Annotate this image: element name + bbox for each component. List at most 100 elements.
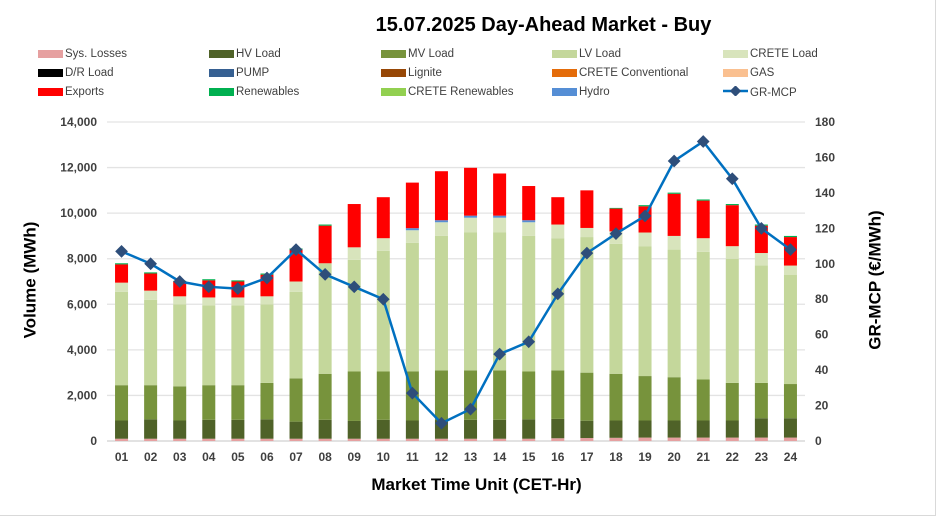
x-tick-label: 06: [260, 450, 274, 464]
bar-segment-mv-load: [696, 379, 710, 421]
x-tick-label: 10: [377, 450, 391, 464]
bar-segment-lv-load: [434, 235, 448, 371]
bar-segment-exports: [405, 182, 419, 229]
bar-segment-crete-load: [405, 230, 419, 243]
bar-segment-exports: [464, 167, 478, 216]
bar-segment-sys-losses: [464, 438, 478, 441]
legend-swatch: [552, 69, 577, 77]
bar-segment-hv-load: [667, 420, 681, 438]
x-tick-label: 21: [697, 450, 711, 464]
x-tick-label: 22: [726, 450, 740, 464]
bar-segment-exports: [609, 208, 623, 232]
bar-segment-sys-losses: [318, 438, 332, 441]
bar-segment-exports: [725, 205, 739, 247]
bar-segment-sys-losses: [522, 438, 536, 441]
bar-segment-mv-load: [522, 371, 536, 420]
x-tick-label: 18: [609, 450, 623, 464]
bar-segment-renewables: [638, 205, 652, 207]
bar-segment-exports: [551, 197, 565, 225]
mcp-point: [406, 386, 419, 400]
y2-tick-label: 120: [815, 221, 835, 235]
legend-swatch: [381, 50, 406, 58]
legend-swatch: [38, 88, 63, 96]
x-tick-label: 11: [406, 450, 419, 464]
bar-segment-lv-load: [289, 291, 303, 379]
bar-segment-exports: [115, 264, 129, 283]
bar-segment-lv-load: [725, 258, 739, 383]
bar-segment-sys-losses: [434, 438, 448, 441]
x-tick-label: 08: [318, 450, 332, 464]
bar-segment-crete-load: [783, 265, 797, 275]
x-tick-label: 09: [348, 450, 362, 464]
bar-segment-mv-load: [725, 382, 739, 421]
bar-segment-renewables: [144, 272, 158, 274]
bar-segment-lv-load: [638, 246, 652, 377]
bar-segment-hv-load: [376, 419, 390, 439]
legend-item: CRETE Renewables: [381, 86, 513, 98]
bar-segment-hv-load: [318, 419, 332, 439]
bar-segment-lv-load: [173, 304, 187, 387]
bar-segment-sys-losses: [376, 438, 390, 441]
bar-segment-crete-load: [493, 217, 507, 233]
bar-segment-lv-load: [609, 243, 623, 374]
bar-segment-mv-load: [144, 385, 158, 420]
bar-segment-hydro: [522, 220, 536, 223]
bar-segment-mv-load: [289, 378, 303, 422]
legend-swatch: [38, 50, 63, 58]
bar-segment-lv-load: [696, 251, 710, 380]
mcp-point: [376, 292, 390, 306]
x-tick-label: 12: [435, 450, 449, 464]
y2-tick-label: 60: [815, 328, 829, 342]
legend-item: Sys. Losses: [38, 48, 127, 60]
bar-segment-hydro: [434, 220, 448, 223]
mcp-point: [202, 280, 216, 294]
bar-segment-sys-losses: [667, 437, 681, 441]
x-tick-label: 07: [289, 450, 303, 464]
bar-segment-exports: [318, 225, 332, 264]
mcp-point: [260, 271, 274, 285]
legend-item: Hydro: [552, 86, 610, 98]
y-tick-label: 6,000: [67, 297, 97, 311]
bar-segment-lv-load: [318, 263, 332, 374]
bar-segment-exports: [347, 204, 361, 248]
legend-label: GR-MCP: [750, 86, 797, 99]
bar-segment-exports: [144, 273, 158, 291]
bar-segment-crete-load: [522, 222, 536, 236]
y2-tick-label: 140: [815, 186, 835, 200]
legend-item: Lignite: [381, 67, 442, 79]
y-tick-label: 2,000: [67, 388, 97, 402]
bar-segment-mv-load: [493, 370, 507, 420]
y-tick-label: 0: [90, 434, 97, 448]
mcp-point: [231, 282, 245, 295]
legend-item: MV Load: [381, 48, 454, 60]
bar-segment-hv-load: [405, 420, 419, 439]
bar-segment-exports: [522, 186, 536, 221]
x-tick-label: 05: [231, 450, 245, 464]
legend-label: HV Load: [236, 48, 281, 60]
bar-segment-hv-load: [144, 419, 158, 439]
bar-segment-hydro: [464, 215, 478, 218]
bar-segment-lv-load: [667, 249, 681, 378]
bar-segment-lv-load: [144, 299, 158, 386]
bar-segment-mv-load: [580, 372, 594, 421]
legend-label: GAS: [750, 67, 775, 79]
mcp-point: [347, 280, 361, 294]
x-tick-label: 20: [667, 450, 681, 464]
bar-segment-sys-losses: [347, 438, 361, 441]
bar-segment-mv-load: [202, 385, 216, 420]
x-tick-label: 15: [522, 450, 536, 464]
x-tick-label: 01: [115, 450, 129, 464]
bar-segment-hv-load: [231, 419, 245, 439]
legend-label: LV Load: [579, 48, 621, 60]
bar-segment-sys-losses: [609, 437, 623, 441]
bar-segment-crete-load: [260, 296, 274, 305]
bar-segment-mv-load: [434, 370, 448, 421]
legend-swatch: [209, 50, 234, 58]
mcp-point: [318, 268, 332, 281]
x-tick-label: 04: [202, 450, 216, 464]
legend-label: CRETE Load: [750, 48, 818, 60]
legend-swatch: [723, 69, 748, 77]
bar-segment-sys-losses: [115, 438, 129, 441]
bar-segment-sys-losses: [231, 438, 245, 441]
